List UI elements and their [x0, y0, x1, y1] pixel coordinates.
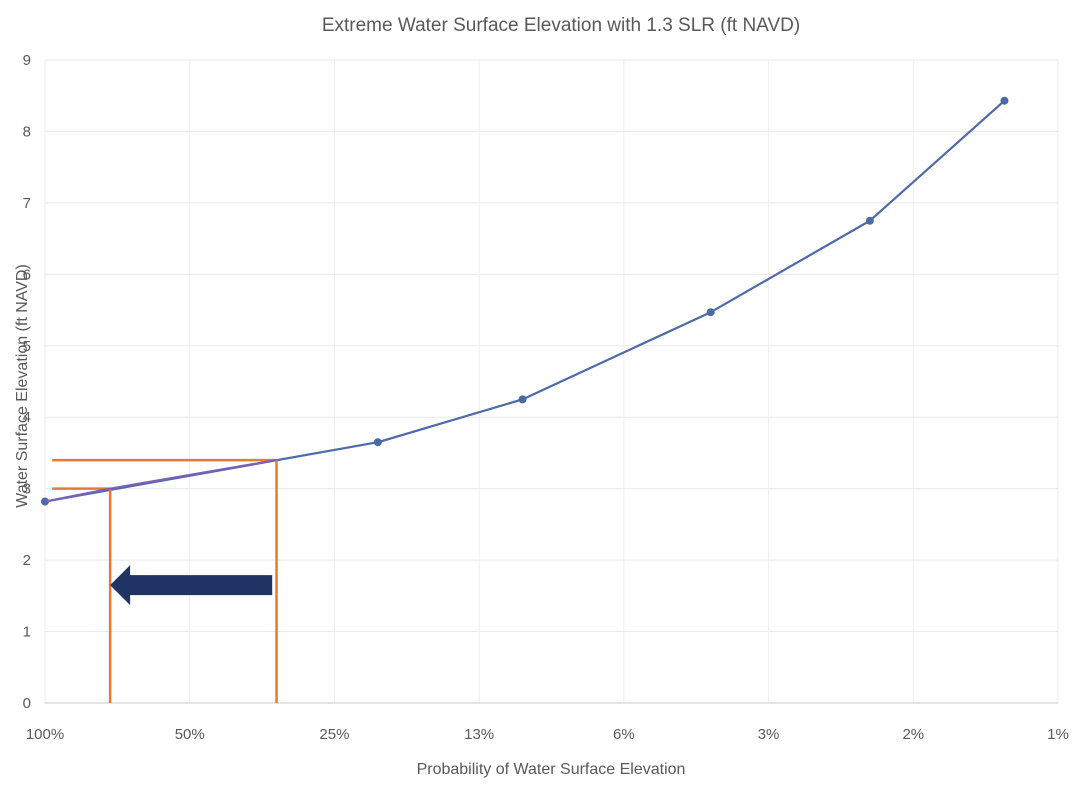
x-tick-label: 25% [319, 726, 349, 743]
y-axis-label: Water Surface Elevation (ft NAVD) [14, 264, 31, 508]
y-tick-label: 4 [23, 409, 31, 426]
y-tick-label: 6 [23, 266, 31, 283]
chart-title: Extreme Water Surface Elevation with 1.3… [322, 15, 800, 36]
annotations [44, 458, 278, 703]
grid [44, 59, 1059, 704]
data-point [518, 395, 527, 404]
x-tick-label: 2% [902, 726, 924, 743]
y-tick-label: 2 [23, 552, 31, 569]
x-tick-label: 6% [613, 726, 635, 743]
x-tick-label: 13% [464, 726, 494, 743]
y-tick-label: 3 [23, 481, 31, 498]
interpolation-segment [44, 459, 277, 503]
y-tick-label: 5 [23, 338, 31, 355]
tick-labels: 0 1 2 3 4 5 6 7 8 9 100% 50% 25% 13% 6% 3% 2% 1% [23, 52, 1069, 743]
y-tick-label: 1 [23, 624, 31, 641]
series-line [44, 99, 1006, 503]
x-tick-label: 50% [175, 726, 205, 743]
data-point [1000, 96, 1009, 105]
y-tick-label: 9 [23, 52, 31, 69]
y-tick-label: 8 [23, 123, 31, 140]
y-tick-label: 0 [23, 695, 31, 712]
data-point [373, 438, 382, 447]
x-axis-label: Probability of Water Surface Elevation [417, 761, 686, 778]
data-point [865, 216, 874, 225]
series [41, 96, 1009, 506]
data-point [706, 308, 715, 317]
left-arrow [110, 565, 273, 606]
x-tick-label: 100% [26, 726, 64, 743]
x-tick-label: 3% [758, 726, 780, 743]
x-tick-label: 1% [1047, 726, 1069, 743]
y-tick-label: 7 [23, 195, 31, 212]
